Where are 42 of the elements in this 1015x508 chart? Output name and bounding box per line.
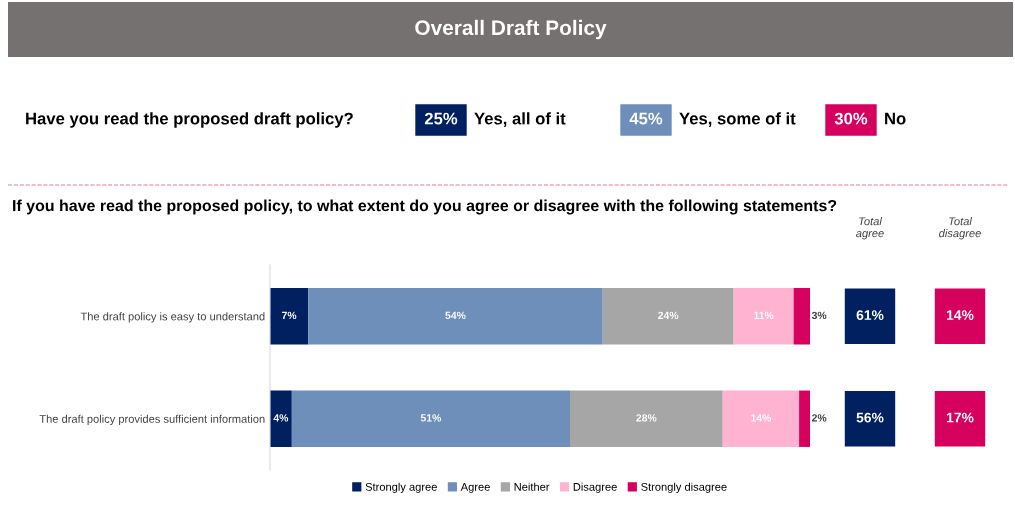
text: 25% (424, 112, 458, 125)
bar (570, 390, 723, 447)
data-label: 11% (754, 311, 774, 320)
data-label: 17% (946, 412, 974, 423)
data-label: 2% (812, 414, 827, 422)
data-label: 51% (420, 414, 442, 422)
legend-label: Agree (460, 483, 490, 493)
data-label: 14% (946, 310, 974, 320)
text: 45% (629, 112, 663, 125)
data-label: 14% (751, 414, 772, 422)
data-label: 54% (445, 311, 466, 320)
legend-label: Strongly disagree (641, 482, 727, 493)
data-label: 4% (273, 414, 289, 422)
legend-label: Disagree (573, 482, 617, 493)
bar (602, 288, 734, 345)
category-label: Yes, all of it (474, 112, 566, 127)
data-label: 7% (282, 311, 297, 320)
data-label: 3% (811, 311, 827, 320)
bar (308, 288, 603, 345)
data-label: 24% (658, 311, 679, 320)
data-label: 61% (856, 310, 884, 320)
bar (291, 390, 570, 447)
text: 30% (834, 112, 868, 125)
chart-title: If you have read the proposed policy, to what extent do you agree or disagree with the following statements? (13, 199, 837, 215)
y-tick-label: The draft policy is easy to understand (80, 312, 265, 323)
bar (270, 288, 309, 345)
bar (793, 288, 810, 345)
category-label: Yes, some of it (679, 112, 796, 127)
category-label: Total disagree (939, 217, 981, 240)
category-label: No (885, 112, 906, 125)
legend-label: Strongly agree (365, 482, 437, 493)
legend-label: Neither (514, 482, 550, 491)
bar (722, 390, 800, 447)
text: Have you read the proposed draft policy? (26, 112, 353, 128)
data-label: 28% (636, 414, 657, 422)
y-tick-label: The draft policy provides sufficient information (39, 414, 265, 426)
bar (733, 288, 794, 345)
text: Overall Draft Policy (415, 19, 607, 40)
bar (270, 390, 292, 447)
bar (799, 390, 810, 447)
data-label: 56% (856, 412, 884, 423)
category-label: Total agree (856, 217, 884, 240)
